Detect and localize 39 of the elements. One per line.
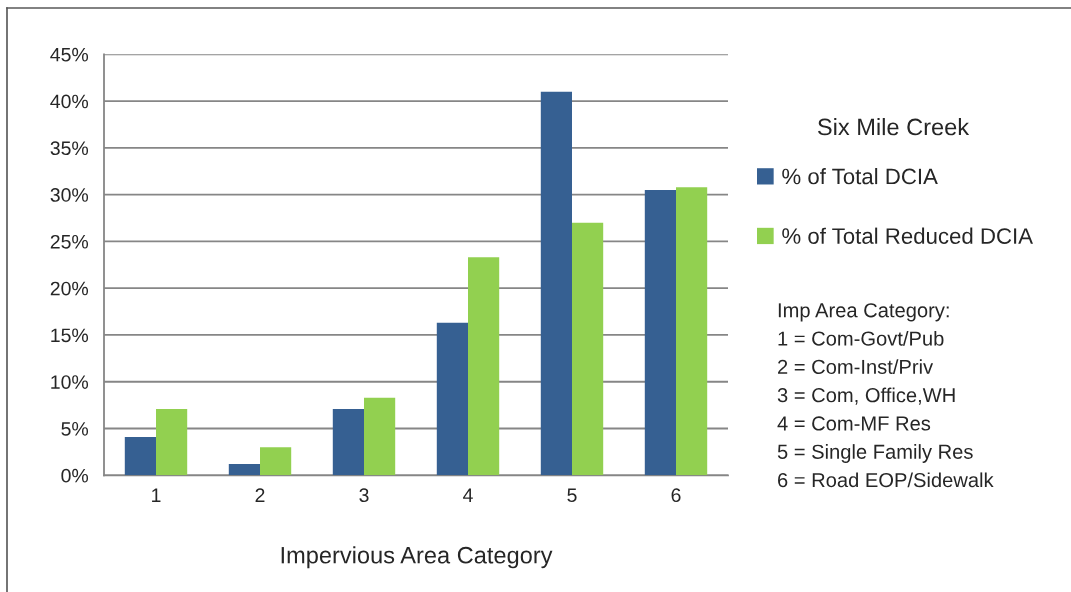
y-tick-label: 45% [50,47,89,62]
y-tick-label: 15% [51,328,89,343]
bar [364,397,396,476]
text: Imp Area Category: [778,303,949,322]
y-tick-label: 20% [50,281,89,296]
bar [644,189,676,476]
y-tick-label: 25% [50,234,89,249]
y-tick-label: 35% [50,141,89,156]
x-tick-label: 5 [567,488,577,503]
bar [228,464,260,476]
bar [676,187,708,476]
text: 6 = Road EOP/Sidewalk [778,472,994,488]
text: 5 = Single Family Res [777,444,973,463]
x-tick-label: 2 [255,488,265,502]
text: 2 = Com-Inst/Priv [778,359,934,375]
bar [124,436,156,476]
text: 3 = Com, Office,WH [777,387,955,405]
x-tick-label: 6 [671,488,681,503]
bar [572,222,604,476]
y-tick-label: 5% [61,422,89,436]
bar [156,408,188,476]
x-tick-label: 4 [463,488,473,502]
bar [468,257,500,476]
legend-label: % of Total DCIA [782,168,938,185]
text: Six Mile Creek [817,118,970,136]
x-tick-label: 3 [359,488,369,503]
legend-label: % of Total Reduced DCIA [782,227,1033,244]
text: 4 = Com-MF Res [777,416,931,431]
y-tick-label: 0% [61,468,89,483]
bar [332,408,364,476]
x-axis-title: Impervious Area Category [281,546,553,569]
x-tick-label: 1 [152,488,161,502]
y-tick-label: 30% [50,188,89,202]
y-tick-label: 10% [51,375,89,389]
bar [260,447,292,476]
bar [436,322,468,476]
y-tick-label: 40% [50,94,89,109]
bar [540,91,572,476]
text: 1 = Com-Govt/Pub [778,330,944,346]
